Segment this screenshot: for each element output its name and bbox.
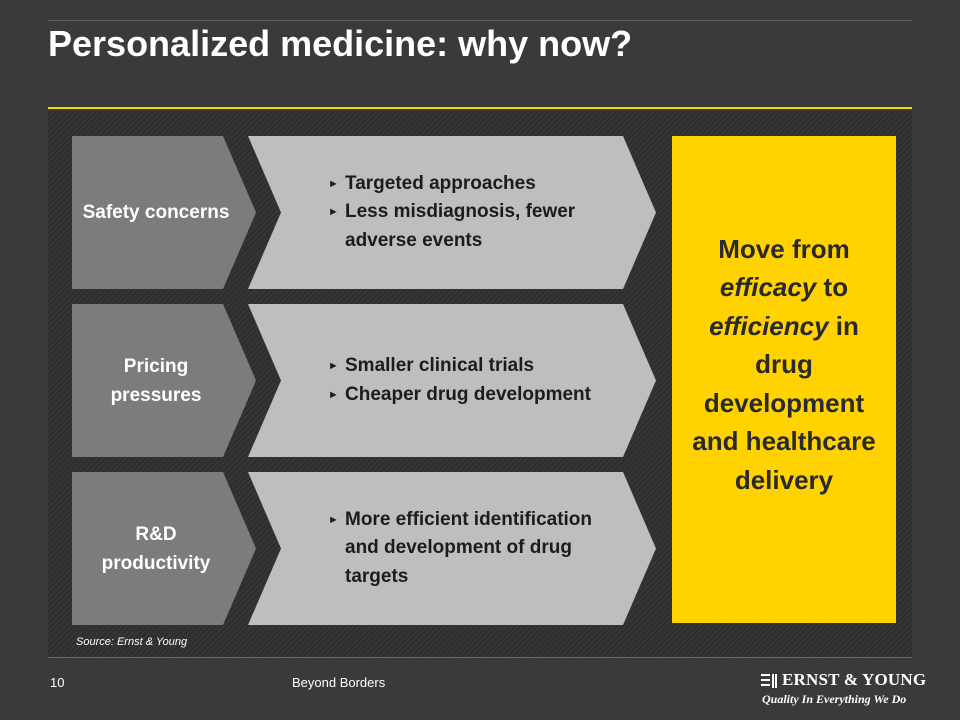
logo-name: ERNST & YOUNG: [782, 670, 927, 689]
row-pricing: Pricing pressures ► Smaller clinical tria…: [48, 304, 688, 457]
row-safety: Safety concerns ► Targeted approaches ► Le…: [48, 136, 688, 289]
driver-label: Safety concerns: [82, 202, 230, 223]
footer-rule: [48, 657, 912, 658]
bullet-triangle-icon: ►: [328, 388, 339, 401]
effect-item: ► Smaller clinical trials: [328, 352, 628, 381]
slide-title: Personalized medicine: why now?: [48, 23, 633, 64]
driver-label: Pricing pressures: [110, 355, 202, 406]
effect-item: ► Cheaper drug development: [328, 381, 628, 410]
content-panel: Safety concerns ► Targeted approaches ► Le…: [48, 111, 912, 657]
conclusion-text: Move from efficacy to efficiency in drug…: [692, 233, 876, 495]
effects-list: ► More efficient identification and devel…: [248, 506, 628, 592]
effects-arrow: ► Targeted approaches ► Less misdiagnosis,…: [248, 136, 656, 289]
effects-list: ► Smaller clinical trials ► Cheaper drug d…: [248, 352, 628, 409]
company-logo: ERNST & YOUNG Quality In Everything We D…: [760, 670, 926, 710]
driver-arrow: Pricing pressures: [72, 304, 256, 457]
bullet-triangle-icon: ►: [328, 360, 339, 372]
driver-label: R&D productivity: [101, 523, 211, 574]
title-underline: [48, 107, 912, 109]
effect-item: ► Less misdiagnosis, fewer adverse events: [328, 198, 628, 255]
effects-list: ► Targeted approaches ► Less misdiagnosis,…: [248, 170, 628, 256]
effect-item: ► Targeted approaches: [328, 170, 628, 199]
effect-item: ► More efficient identification and devel…: [328, 506, 628, 592]
bullet-triangle-icon: ►: [328, 177, 339, 190]
bullet-triangle-icon: ►: [328, 206, 339, 219]
top-rule: [48, 20, 912, 21]
footer-text: Beyond Borders: [292, 675, 386, 690]
ernst-young-logo-icon: [761, 674, 777, 688]
driver-arrow: R&D productivity: [72, 472, 256, 625]
source-note: Source: Ernst & Young: [76, 636, 188, 648]
logo-tagline: Quality In Everything We Do: [762, 692, 907, 706]
conclusion-box: Move from efficacy to efficiency in drug…: [672, 136, 896, 623]
effects-arrow: ► Smaller clinical trials ► Cheaper drug d…: [248, 304, 656, 457]
page-number: 10: [50, 675, 65, 690]
driver-arrow: Safety concerns: [72, 136, 256, 289]
row-rnd: R&D productivity ► More efficient identif…: [48, 472, 688, 625]
bullet-triangle-icon: ►: [328, 513, 339, 526]
effects-arrow: ► More efficient identification and devel…: [248, 472, 656, 625]
